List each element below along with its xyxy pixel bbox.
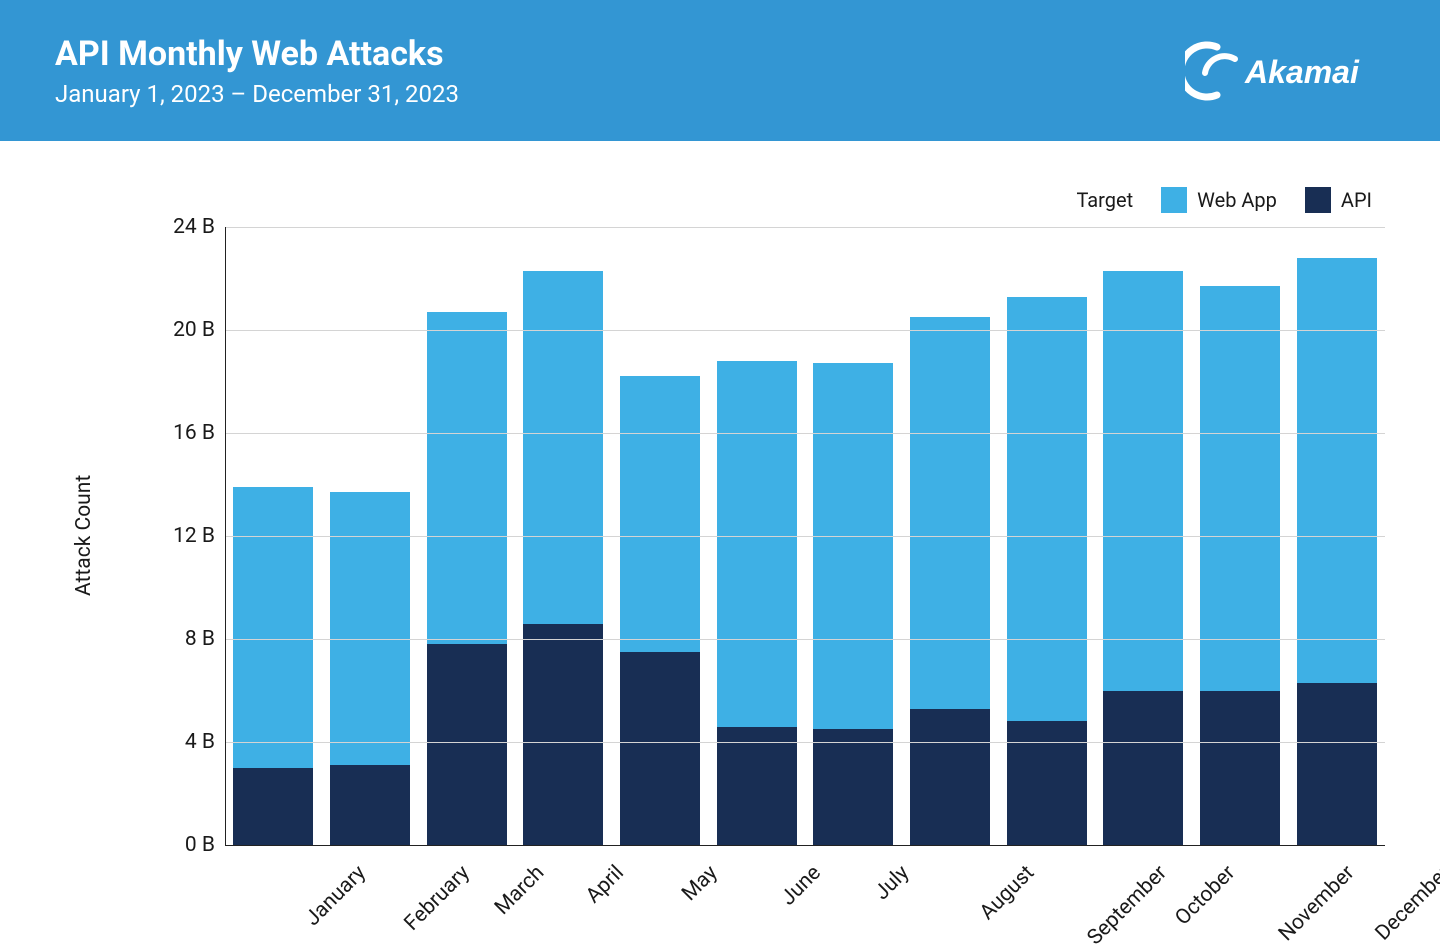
x-tick-label: September [1082,861,1171,950]
grid-line [225,433,1385,434]
x-tick-label: January [301,861,371,931]
akamai-logo-svg: Akamai [1185,41,1385,101]
grid-line [225,742,1385,743]
bar-segment-webapp [523,271,603,624]
chart-area: Target Web App API Attack Count 0 B 4 B 8 … [0,141,1440,925]
akamai-logo: Akamai [1185,41,1385,101]
bar-segment-api [1200,691,1280,846]
bar-segment-webapp [233,487,313,768]
y-tick-label: 4 B [155,730,215,754]
grid-line [225,227,1385,228]
legend-item-api: API [1305,187,1372,213]
x-tick-label: December [1371,861,1440,946]
bar-segment-webapp [910,317,990,708]
bar-segment-api [330,765,410,845]
bar-segment-webapp [330,492,410,765]
plot-area [225,227,1385,845]
chart-title: API Monthly Web Attacks [55,34,459,74]
legend-swatch-webapp [1161,187,1187,213]
bar-segment-webapp [1200,286,1280,690]
x-tick-label: August [975,861,1039,925]
bar-segment-webapp [620,376,700,652]
bar-segment-webapp [813,363,893,729]
grid-line [225,536,1385,537]
legend-label-api: API [1341,188,1372,212]
y-tick-label: 24 B [155,215,215,239]
bar-segment-api [233,768,313,845]
bar-segment-api [620,652,700,845]
x-tick-label: April [582,861,629,908]
bar-segment-api [1007,721,1087,845]
legend-swatch-api [1305,187,1331,213]
y-tick-label: 16 B [155,421,215,445]
x-tick-label: October [1171,861,1240,930]
bar-segment-webapp [1007,297,1087,722]
grid-line [225,639,1385,640]
x-tick-label: March [490,861,549,920]
bar-segment-webapp [717,361,797,727]
bar-segment-api [717,727,797,845]
y-axis-line [225,227,226,845]
logo-text: Akamai [1244,54,1360,90]
x-tick-label: May [678,861,723,906]
bar-segment-webapp [1297,258,1377,683]
bar-segment-api [1297,683,1377,845]
bar-segment-webapp [427,312,507,644]
legend-label-webapp: Web App [1197,188,1277,212]
chart-subtitle: January 1, 2023 – December 31, 2023 [55,80,459,108]
bar-segment-api [1103,691,1183,846]
y-tick-label: 8 B [155,627,215,651]
y-tick-label: 0 B [155,833,215,857]
y-tick-label: 20 B [155,318,215,342]
y-tick-label: 12 B [155,524,215,548]
bar-segment-api [523,624,603,845]
bar-segment-webapp [1103,271,1183,691]
bar-segment-api [813,729,893,845]
x-tick-label: June [776,861,825,910]
x-axis-line [225,845,1385,846]
bar-segment-api [427,644,507,845]
chart-header: API Monthly Web Attacks January 1, 2023 … [0,0,1440,141]
legend: Target Web App API [1076,187,1372,213]
bar-segment-api [910,709,990,845]
x-tick-label: July [871,861,915,905]
x-tick-label: November [1274,861,1359,946]
grid-line [225,330,1385,331]
y-axis-label: Attack Count [72,475,96,596]
header-text: API Monthly Web Attacks January 1, 2023 … [55,34,459,108]
legend-title: Target [1076,188,1133,212]
legend-item-webapp: Web App [1161,187,1277,213]
